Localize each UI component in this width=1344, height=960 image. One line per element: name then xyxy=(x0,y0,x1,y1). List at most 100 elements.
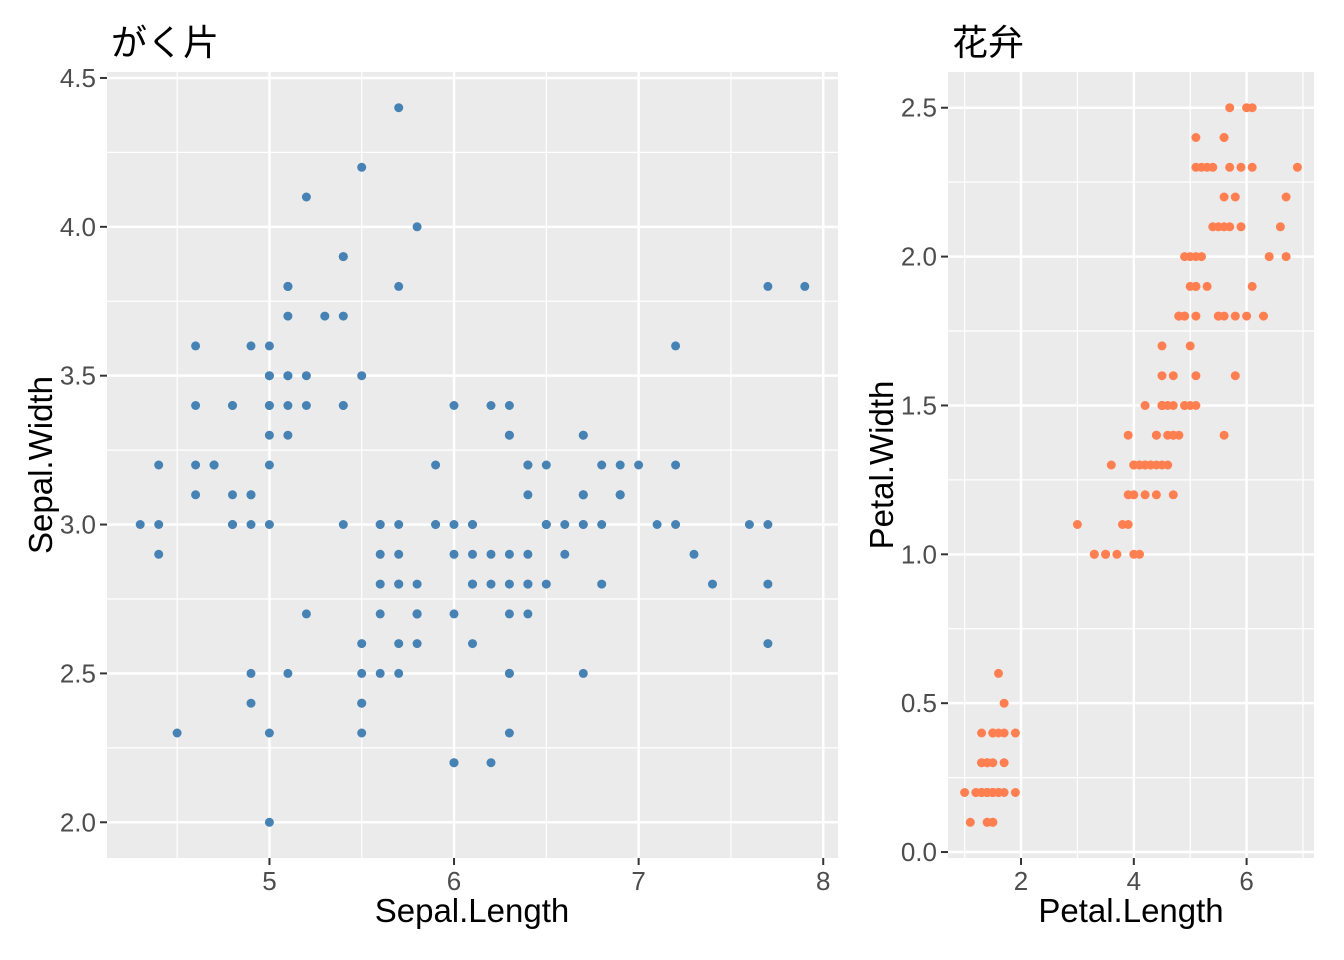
data-point xyxy=(283,371,293,381)
data-point xyxy=(523,460,533,470)
data-point xyxy=(264,371,274,381)
data-point xyxy=(504,430,514,440)
y-tick-label: 4.5 xyxy=(60,63,96,93)
data-point xyxy=(486,549,496,559)
data-point xyxy=(541,520,551,529)
data-point xyxy=(1259,311,1268,321)
y-tick-label: 2.0 xyxy=(901,242,937,272)
data-point xyxy=(1174,430,1184,440)
data-point xyxy=(357,639,367,649)
data-point xyxy=(1247,162,1257,172)
data-point xyxy=(154,549,164,559)
data-point xyxy=(191,460,201,470)
y-tick-label: 4.0 xyxy=(60,212,96,242)
data-point xyxy=(744,520,754,529)
data-point xyxy=(671,460,681,470)
data-point xyxy=(1168,401,1178,410)
data-point xyxy=(375,668,385,678)
data-point xyxy=(1247,281,1257,291)
data-point xyxy=(1180,252,1190,262)
data-point xyxy=(1135,460,1144,470)
data-point xyxy=(1185,281,1195,291)
data-point xyxy=(283,281,293,291)
data-point xyxy=(1292,162,1302,172)
data-point xyxy=(1140,401,1150,410)
data-point xyxy=(209,460,219,470)
sepal-plot-panel xyxy=(107,72,838,858)
data-point xyxy=(246,341,256,351)
data-point xyxy=(264,520,274,529)
data-point xyxy=(338,311,348,321)
data-point xyxy=(982,817,992,827)
data-point xyxy=(1010,728,1020,738)
data-point xyxy=(486,758,496,768)
data-point xyxy=(228,520,237,529)
data-point xyxy=(597,579,607,589)
data-point xyxy=(375,520,385,529)
x-tick-label: 6 xyxy=(1239,866,1253,896)
data-point xyxy=(671,520,681,529)
data-point xyxy=(1230,192,1240,202)
data-point xyxy=(1089,549,1099,559)
data-point xyxy=(1281,192,1291,202)
data-point xyxy=(504,728,514,738)
data-point xyxy=(1236,222,1246,232)
data-point xyxy=(578,668,588,678)
data-point xyxy=(320,311,330,321)
data-point xyxy=(301,401,311,410)
data-point xyxy=(1168,371,1178,381)
data-point xyxy=(394,281,404,291)
data-point xyxy=(191,490,201,500)
data-point xyxy=(338,520,348,529)
data-point xyxy=(1191,133,1201,142)
data-point xyxy=(264,460,274,470)
data-point xyxy=(1275,222,1285,232)
data-point xyxy=(357,162,367,172)
data-point xyxy=(504,609,514,619)
data-point xyxy=(504,401,514,410)
data-point xyxy=(283,668,293,678)
data-point xyxy=(578,520,588,529)
data-point xyxy=(988,728,998,738)
data-point xyxy=(1236,162,1246,172)
data-point xyxy=(1219,222,1229,232)
data-point xyxy=(412,639,422,649)
data-point xyxy=(431,460,441,470)
data-point xyxy=(1157,371,1167,381)
data-point xyxy=(1112,549,1122,559)
data-point xyxy=(1010,788,1020,797)
data-point xyxy=(504,668,514,678)
petal-x-axis-title: Petal.Length xyxy=(1038,892,1223,929)
data-point xyxy=(708,579,717,589)
data-point xyxy=(154,460,164,470)
data-point xyxy=(394,520,404,529)
data-point xyxy=(412,222,422,232)
data-point xyxy=(671,341,681,351)
data-point xyxy=(999,758,1009,768)
data-point xyxy=(1230,371,1240,381)
data-point xyxy=(394,549,404,559)
data-point xyxy=(301,192,311,202)
data-point xyxy=(541,460,551,470)
data-point xyxy=(652,520,662,529)
data-point xyxy=(1242,311,1252,321)
data-point xyxy=(800,281,810,291)
data-point xyxy=(763,281,773,291)
data-point xyxy=(1191,371,1201,381)
data-point xyxy=(338,401,348,410)
y-tick-label: 1.5 xyxy=(901,390,937,420)
data-point xyxy=(523,549,533,559)
data-point xyxy=(246,668,256,678)
data-point xyxy=(1101,549,1111,559)
data-point xyxy=(1168,490,1178,500)
x-tick-label: 7 xyxy=(631,866,645,896)
y-tick-label: 0.5 xyxy=(901,688,937,718)
data-point xyxy=(1157,401,1167,410)
data-point xyxy=(486,401,496,410)
data-point xyxy=(763,639,773,649)
sepal-y-axis-title: Sepal.Width xyxy=(22,376,59,554)
data-point xyxy=(449,609,459,619)
data-point xyxy=(246,490,256,500)
data-point xyxy=(1174,311,1184,321)
